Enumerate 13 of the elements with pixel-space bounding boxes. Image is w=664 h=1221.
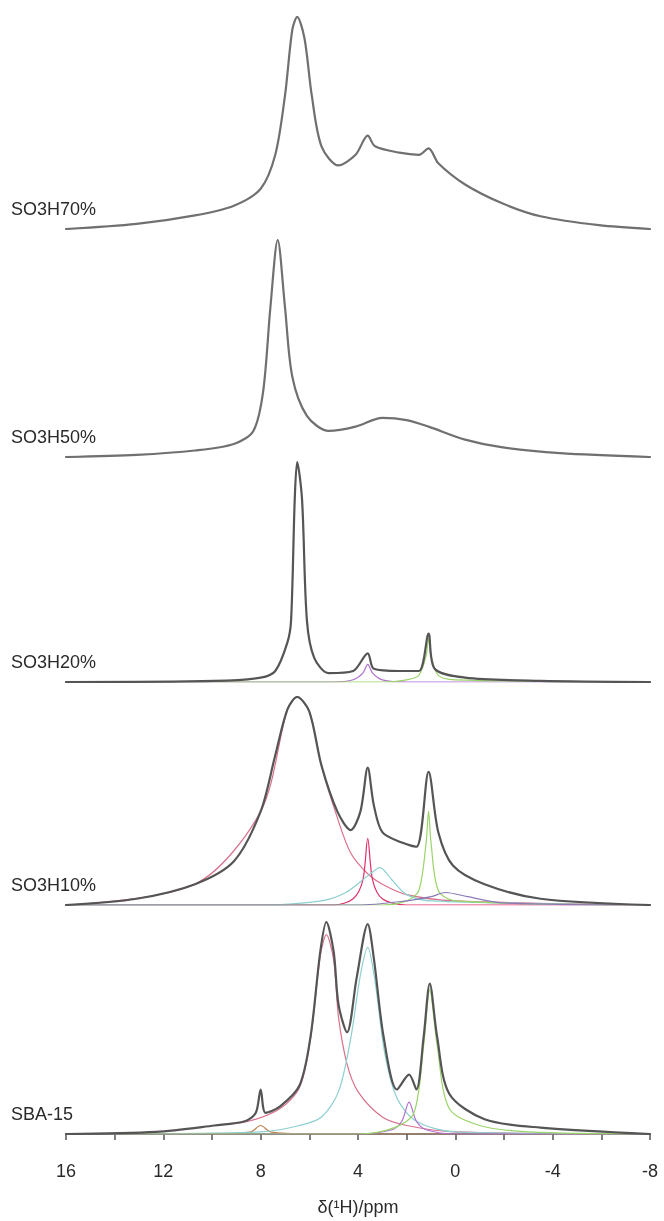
- x-tick-label: 0: [450, 1161, 461, 1181]
- x-tick-label: 8: [255, 1161, 266, 1181]
- text: SO3H10%: [11, 875, 97, 895]
- x-tick-label: 12: [153, 1161, 174, 1181]
- text: SO3H20%: [11, 652, 97, 672]
- x-axis-title: δ(¹H)/ppm: [317, 1197, 399, 1217]
- x-tick-label: -8: [641, 1161, 659, 1181]
- text: SO3H50%: [11, 427, 97, 447]
- text: SBA-15: [11, 1104, 74, 1124]
- x-tick-label: 16: [55, 1161, 77, 1181]
- text: SO3H70%: [11, 199, 97, 219]
- x-tick-label: 4: [352, 1161, 364, 1181]
- x-tick-label: -4: [544, 1161, 561, 1181]
